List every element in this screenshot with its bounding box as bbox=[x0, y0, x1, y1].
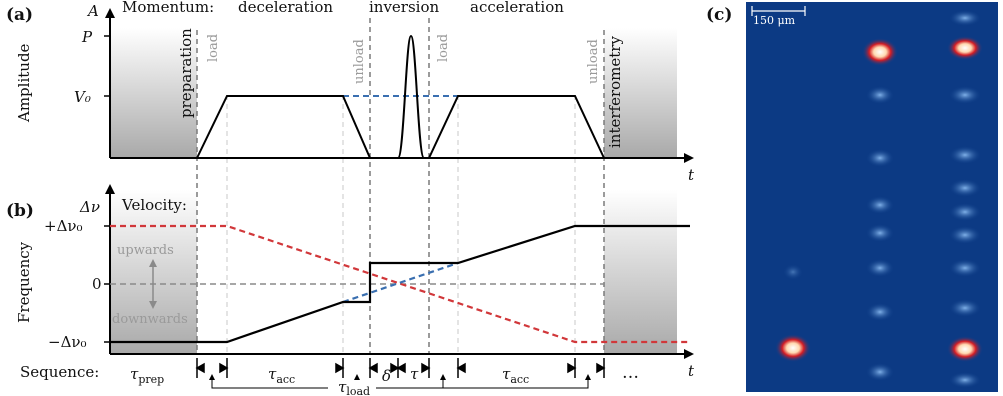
seq-tau: τ bbox=[410, 365, 419, 383]
interferometry-region-b bbox=[604, 190, 677, 354]
red-dashed-curve bbox=[110, 224, 690, 344]
mark-load-2: load bbox=[436, 34, 451, 62]
axes-b bbox=[109, 190, 688, 355]
tick-P: P bbox=[81, 28, 93, 46]
phase-acceleration: acceleration bbox=[470, 0, 564, 16]
tau-load-connector bbox=[209, 374, 591, 389]
momentum-label: Momentum: bbox=[122, 0, 214, 16]
blue-dashed-curve bbox=[342, 261, 459, 304]
mark-unload-2: unload bbox=[586, 39, 601, 84]
y-label-amplitude: Amplitude bbox=[15, 43, 33, 123]
bright-spots bbox=[775, 36, 983, 362]
velocity-curve bbox=[110, 224, 690, 344]
amplitude-curve bbox=[196, 34, 605, 159]
seq-ellipsis: … bbox=[622, 363, 639, 383]
mark-unload-1: unload bbox=[352, 39, 367, 84]
seq-tau-load: τload bbox=[338, 378, 370, 396]
x-arrow-a bbox=[684, 153, 694, 163]
panel-c-label: (c) bbox=[706, 5, 732, 25]
seq-tau-acc-2: τacc bbox=[502, 365, 529, 386]
y-axis-symbol-a: A bbox=[86, 2, 99, 20]
direction-arrow bbox=[149, 259, 157, 309]
image-blobs bbox=[783, 10, 981, 388]
panel-b-label: (b) bbox=[6, 201, 34, 221]
sequence-label: Sequence: bbox=[20, 363, 99, 381]
mark-load-1: load bbox=[206, 34, 221, 62]
seq-tau-acc-1: τacc bbox=[268, 365, 295, 386]
interferometry-region bbox=[604, 28, 677, 158]
direction-down: downwards bbox=[112, 312, 188, 327]
panel-a-label: (a) bbox=[6, 5, 33, 25]
seq-tau-prep: τprep bbox=[130, 365, 164, 386]
phase-deceleration: deceleration bbox=[238, 0, 333, 16]
tick-V0: V₀ bbox=[74, 88, 91, 106]
direction-up: upwards bbox=[117, 243, 174, 258]
x-axis-symbol-a: t bbox=[688, 166, 695, 184]
light-dividers bbox=[226, 95, 576, 355]
tick-minus-dnu0: −Δν₀ bbox=[48, 333, 87, 351]
phase-dividers bbox=[196, 18, 605, 355]
tick-zero: 0 bbox=[92, 275, 102, 293]
phase-inversion: inversion bbox=[369, 0, 440, 16]
velocity-label: Velocity: bbox=[121, 196, 187, 214]
tick-plus-dnu0: +Δν₀ bbox=[44, 217, 83, 235]
x-axis-symbol-b: t bbox=[688, 362, 695, 380]
y-label-frequency: Frequency bbox=[15, 241, 33, 323]
scale-bar bbox=[751, 6, 806, 16]
seq-delta: δ bbox=[382, 367, 391, 385]
y-arrow-a bbox=[105, 8, 115, 18]
region-preparation: preparation bbox=[177, 28, 195, 118]
y-axis-symbol-b: Δν bbox=[79, 198, 100, 216]
fluorescence-image bbox=[746, 2, 998, 392]
scale-label: 150 μm bbox=[753, 14, 796, 27]
sequence-brackets bbox=[195, 358, 606, 378]
region-interferometry: interferometry bbox=[606, 36, 624, 148]
preparation-region bbox=[110, 28, 197, 158]
